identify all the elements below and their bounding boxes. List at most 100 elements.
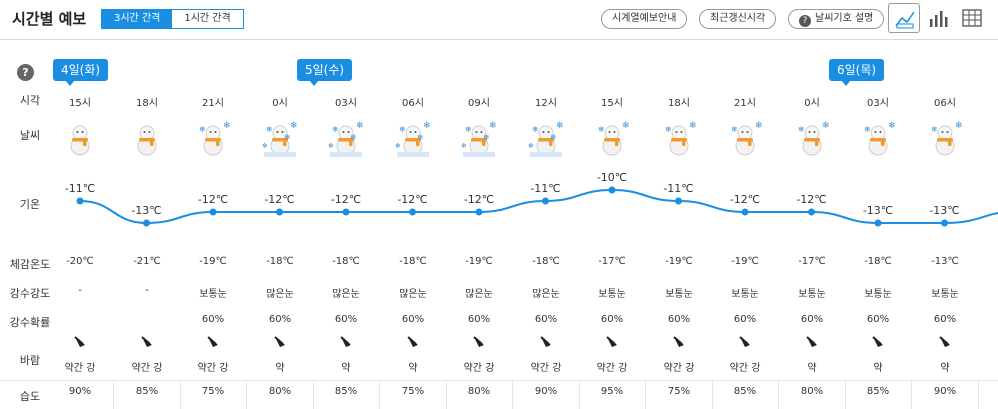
svg-text:❄: ❄ [290, 121, 298, 131]
humidity-value: 85% [334, 386, 358, 397]
column-divider [246, 380, 247, 409]
row-label-feels: 체감온도 [9, 258, 51, 271]
timeseries-guide-button[interactable]: 시계열예보안내 [601, 9, 688, 29]
wind-direction-icon [273, 334, 287, 348]
temperature-label: -12℃ [264, 193, 295, 206]
temperature-line-chart [76, 186, 998, 227]
column-divider [579, 380, 580, 409]
wind-strength-value: 약 [341, 363, 351, 374]
feels-like-value: -20℃ [66, 256, 94, 267]
svg-text:❄: ❄ [955, 121, 963, 131]
snowman-weather-icon: ❄ ❄ ❄ ❄ [395, 118, 431, 158]
feels-like-value: -13℃ [931, 256, 959, 267]
precip-probability-value: 60% [334, 314, 358, 325]
wind-direction-icon [672, 334, 686, 348]
humidity-value: 95% [600, 386, 624, 397]
precip-intensity-value: 많은눈 [399, 289, 427, 300]
temperature-point [542, 197, 549, 205]
precip-intensity-value: 보통눈 [798, 289, 826, 300]
wind-direction-icon [339, 334, 353, 348]
temperature-point [209, 208, 217, 216]
tab-3hour[interactable]: 3시간 간격 [102, 10, 173, 28]
humidity-value: 75% [201, 386, 225, 397]
column-divider [645, 380, 646, 409]
svg-text:❄: ❄ [199, 125, 206, 134]
humidity-value: 85% [733, 386, 757, 397]
row-label-wind: 바람 [19, 354, 41, 367]
forecast-column: 03시 -18℃ 보통눈 60% 약 85% ❄ ❄ [845, 86, 911, 409]
column-divider [446, 380, 447, 409]
feels-like-value: -18℃ [266, 256, 294, 267]
hour-label: 21시 [734, 98, 756, 109]
temperature-point [76, 197, 84, 205]
wind-strength-value: 약간 강 [530, 363, 562, 374]
wind-strength-value: 약간 강 [64, 363, 96, 374]
wind-direction-icon [871, 334, 885, 348]
precip-intensity-value: 보통눈 [199, 289, 227, 300]
column-divider [379, 380, 380, 409]
help-icon[interactable]: ? [17, 64, 34, 81]
wind-strength-value: 약 [275, 363, 285, 374]
humidity-value: 80% [467, 386, 491, 397]
weather-legend-button[interactable]: ? 날씨기호 설명 [788, 9, 885, 29]
wind-strength-value: 약간 강 [663, 363, 695, 374]
humidity-value: 75% [667, 386, 691, 397]
feels-like-value: -17℃ [598, 256, 626, 267]
feels-like-value: -18℃ [864, 256, 892, 267]
hour-label: 18시 [136, 98, 158, 109]
hour-label: 18시 [668, 98, 690, 109]
line-chart-icon [895, 11, 915, 29]
tab-1hour[interactable]: 1시간 간격 [172, 10, 243, 28]
column-divider [911, 380, 912, 409]
svg-text:❄: ❄ [532, 125, 539, 134]
column-divider [313, 380, 314, 409]
hour-label: 12시 [535, 98, 557, 109]
row-label-temp: 기온 [19, 198, 41, 211]
feels-like-value: -17℃ [798, 256, 826, 267]
svg-text:❄: ❄ [284, 133, 291, 142]
column-divider [113, 380, 114, 409]
precip-intensity-value: 많은눈 [266, 289, 294, 300]
svg-text:❄: ❄ [417, 133, 424, 142]
svg-text:❄: ❄ [689, 121, 697, 131]
feels-like-value: -21℃ [133, 256, 161, 267]
feels-like-value: -18℃ [399, 256, 427, 267]
svg-text:❄: ❄ [328, 142, 334, 150]
temperature-label: -12℃ [330, 193, 362, 206]
precip-intensity-value: 보통눈 [931, 289, 959, 300]
snowman-weather-icon: ❄ ❄ ❄ ❄ [262, 118, 298, 158]
svg-text:❄: ❄ [266, 125, 273, 134]
bar-chart-icon [930, 11, 948, 27]
column-divider [180, 380, 181, 409]
temperature-label: -13℃ [131, 204, 162, 217]
bar-chart-view-button[interactable] [922, 3, 954, 33]
temperature-label: -11℃ [64, 182, 96, 195]
precip-intensity-value: - [145, 285, 149, 296]
svg-text:❄: ❄ [399, 125, 406, 134]
temperature-point [874, 219, 882, 227]
humidity-row-divider [0, 380, 998, 381]
precip-intensity-value: 많은눈 [465, 289, 493, 300]
snowman-weather-icon: ❄ ❄ ❄ ❄ [328, 118, 364, 158]
snowman-weather-icon: ❄ ❄ ❄ ❄ [528, 118, 564, 158]
line-chart-view-button[interactable] [888, 3, 920, 33]
svg-text:❄: ❄ [395, 142, 401, 150]
temperature-label: -11℃ [530, 182, 561, 195]
temperature-label: -13℃ [929, 204, 960, 217]
row-label-prob: 강수확률 [9, 316, 51, 329]
hour-label: 03시 [867, 98, 889, 109]
humidity-value: 85% [866, 386, 890, 397]
table-view-button[interactable] [956, 3, 988, 33]
hour-label: 21시 [202, 98, 224, 109]
last-update-button[interactable]: 최근갱신시각 [699, 9, 777, 29]
snowman-weather-icon: ❄ ❄ [727, 118, 763, 158]
temperature-label: -12℃ [463, 193, 495, 206]
snowman-weather-icon: ❄ ❄ [661, 118, 697, 158]
svg-text:❄: ❄ [223, 121, 231, 131]
humidity-value: 80% [800, 386, 824, 397]
wind-direction-icon [805, 334, 819, 348]
svg-text:❄: ❄ [465, 125, 472, 134]
wind-direction-icon [406, 334, 420, 348]
precip-intensity-value: 보통눈 [598, 289, 626, 300]
wind-direction-icon [539, 334, 553, 348]
